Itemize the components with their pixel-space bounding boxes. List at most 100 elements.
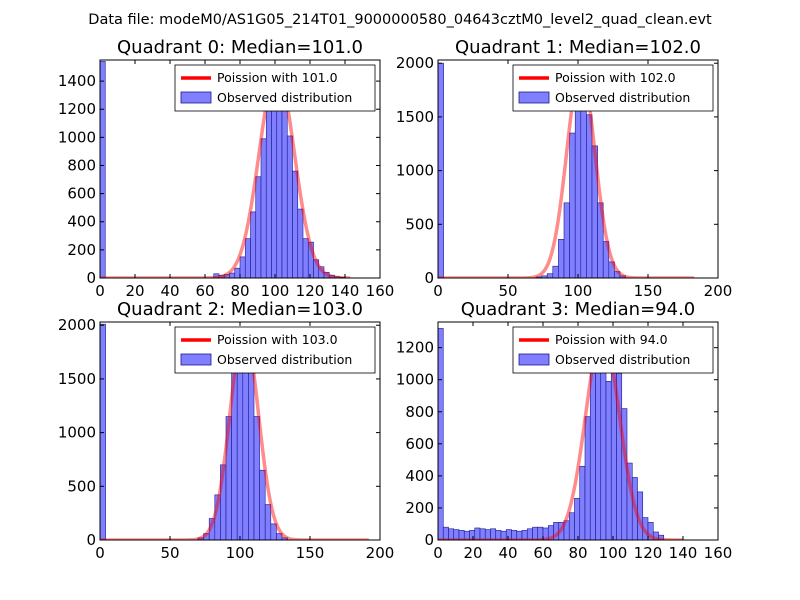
quadrant-panels: Quadrant 0: Median=101.0 0 20 40 60 80 100 120 1… — [58, 37, 733, 562]
histogram-bar — [602, 241, 610, 278]
histogram-bar — [438, 328, 444, 540]
histogram-bar — [579, 465, 586, 540]
histogram-bar — [244, 238, 251, 278]
x-tick-label: 0 — [433, 282, 443, 300]
y-tick-label: 2000 — [396, 54, 434, 72]
legend-bar-swatch — [518, 353, 550, 366]
y-tick-label: 500 — [67, 477, 96, 495]
y-tick-label: 1000 — [396, 371, 434, 389]
y-tick-label: 800 — [405, 403, 434, 421]
y-tick-label: 2000 — [58, 316, 96, 334]
histogram-bar — [586, 114, 593, 278]
y-tick-label: 600 — [405, 435, 434, 453]
quadrant-1-panel: Quadrant 1: Median=102.00 50 100 150 2000500… — [396, 37, 733, 300]
histogram-bar — [563, 202, 570, 278]
x-tick-label: 20 — [125, 282, 144, 300]
histogram-bar — [100, 61, 106, 278]
y-tick-label: 1200 — [396, 339, 434, 357]
y-tick-label: 1000 — [58, 128, 96, 146]
quadrant-0-legend: Poission with 101.0 Observed distribution — [174, 64, 376, 112]
histogram-bar — [546, 273, 554, 278]
y-tick-label: 500 — [405, 215, 434, 233]
x-tick-label: 60 — [533, 544, 552, 562]
histogram-bar — [259, 469, 266, 540]
histogram-bar — [574, 498, 581, 540]
histogram-bar — [297, 208, 304, 278]
poisson-curve — [438, 68, 696, 278]
poisson-curve — [438, 333, 684, 540]
y-tick-label: 1000 — [396, 162, 434, 180]
quadrant-2-title: Quadrant 2: Median=103.0 — [117, 299, 363, 320]
histogram-bar — [474, 527, 481, 540]
y-tick-label: 1200 — [58, 100, 96, 118]
quadrant-0-title: Quadrant 0: Median=101.0 — [117, 37, 363, 58]
histogram-bar — [255, 176, 262, 278]
x-tick-label: 160 — [366, 282, 395, 300]
x-tick-label: 160 — [704, 544, 733, 562]
histogram-bar — [589, 366, 596, 540]
histogram-bar — [286, 135, 293, 278]
y-tick-label: 1500 — [396, 108, 434, 126]
y-tick-label: 600 — [67, 185, 96, 203]
legend-bar-swatch — [518, 91, 550, 104]
histogram-bar — [597, 202, 604, 278]
x-tick-label: 40 — [160, 282, 179, 300]
x-tick-label: 0 — [95, 544, 105, 562]
histogram-bar — [239, 256, 246, 278]
legend-line-label: Poission with 94.0 — [555, 332, 668, 347]
y-tick-label: 400 — [67, 213, 96, 231]
y-tick-label: 0 — [424, 531, 434, 549]
histogram-bar — [292, 170, 299, 278]
histogram-bar — [647, 522, 654, 540]
y-tick-label: 400 — [405, 467, 434, 485]
poisson-curve — [100, 69, 352, 278]
quadrant-2-legend: Poission with 103.0 Observed distribution — [174, 326, 376, 374]
histogram-bar — [584, 416, 591, 540]
quadrant-0-plot-area — [100, 61, 352, 278]
quadrant-3-panel: Quadrant 3: Median=94.0 0 20 40 60 80 100 120 14… — [396, 299, 733, 562]
y-tick-label: 0 — [86, 269, 96, 287]
y-tick-label: 200 — [67, 241, 96, 259]
histogram-bar — [552, 265, 559, 278]
x-tick-label: 60 — [195, 282, 214, 300]
quadrant-2-panel: Quadrant 2: Median=103.0 0 50 100 150 2000 500… — [58, 299, 395, 562]
y-tick-label: 200 — [405, 499, 434, 517]
x-tick-label: 20 — [463, 544, 482, 562]
legend-bar-swatch — [180, 353, 212, 366]
histogram-bar — [265, 110, 272, 278]
x-tick-label: 50 — [498, 282, 517, 300]
y-tick-label: 1500 — [58, 370, 96, 388]
quadrant-3-legend: Poission with 94.0 Observed distribution — [512, 326, 714, 374]
x-tick-label: 100 — [226, 544, 255, 562]
x-tick-label: 150 — [296, 544, 325, 562]
quadrant-1-title: Quadrant 1: Median=102.0 — [455, 37, 701, 58]
legend-bar-swatch — [180, 91, 212, 104]
x-tick-label: 120 — [634, 544, 663, 562]
x-tick-label: 80 — [230, 282, 249, 300]
x-tick-label: 40 — [498, 544, 517, 562]
quadrant-1-legend: Poission with 102.0 Observed distribution — [512, 64, 714, 112]
legend-line-label: Poission with 102.0 — [555, 70, 676, 85]
histogram-bar — [260, 138, 267, 278]
legend-line-label: Poission with 103.0 — [217, 332, 338, 347]
x-tick-label: 100 — [599, 544, 628, 562]
legend-bar-label: Observed distribution — [555, 90, 690, 105]
histogram-bar — [637, 491, 644, 540]
x-tick-label: 100 — [564, 282, 593, 300]
histogram-bar — [302, 238, 309, 278]
histogram-bar — [234, 267, 241, 278]
x-tick-label: 50 — [160, 544, 179, 562]
x-tick-label: 150 — [634, 282, 663, 300]
y-tick-label: 1000 — [58, 424, 96, 442]
x-tick-label: 80 — [568, 544, 587, 562]
histogram-bar — [271, 82, 278, 278]
x-tick-label: 140 — [669, 544, 698, 562]
legend-bar-label: Observed distribution — [555, 352, 690, 367]
y-tick-label: 0 — [424, 269, 434, 287]
histogram-bar — [442, 526, 449, 540]
histogram-bar — [532, 526, 539, 540]
x-tick-label: 200 — [704, 282, 733, 300]
x-tick-label: 140 — [331, 282, 360, 300]
histogram-bar — [250, 211, 257, 278]
